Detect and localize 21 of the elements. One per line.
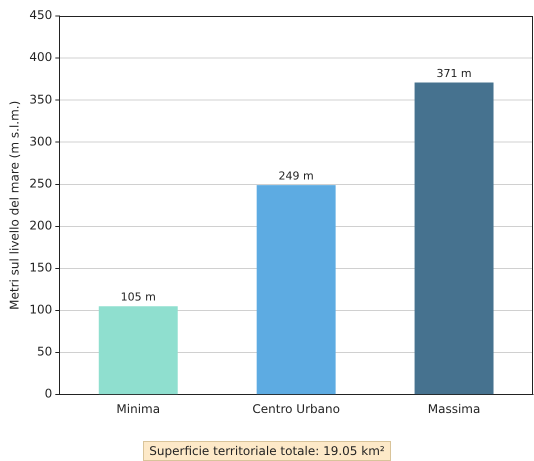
y-tick-label: 400 xyxy=(29,50,52,64)
data-label: 249 m xyxy=(278,169,314,182)
bar xyxy=(256,185,336,394)
y-axis-title: Metri sul livello del mare (m s.l.m.) xyxy=(7,100,22,310)
y-tick-label: 250 xyxy=(29,176,52,190)
y-tick-label: 350 xyxy=(29,92,52,106)
y-tick-label: 450 xyxy=(29,8,52,22)
y-tick-label: 50 xyxy=(37,344,52,359)
bar xyxy=(414,82,494,394)
bar xyxy=(98,306,178,394)
data-label: 105 m xyxy=(120,290,156,304)
y-tick-label: 300 xyxy=(29,134,52,148)
y-tick-label: 0 xyxy=(44,386,52,401)
y-tick-label: 100 xyxy=(29,302,52,317)
data-label: 371 m xyxy=(436,66,472,80)
x-tick-label: Massima xyxy=(428,402,480,416)
y-tick-label: 200 xyxy=(29,218,52,232)
y-tick-label: 150 xyxy=(29,260,52,275)
x-tick-label: Centro Urbano xyxy=(252,402,340,416)
text: Superficie territoriale totale: 19.05 km² xyxy=(143,441,391,461)
x-tick-label: Minima xyxy=(116,402,160,416)
